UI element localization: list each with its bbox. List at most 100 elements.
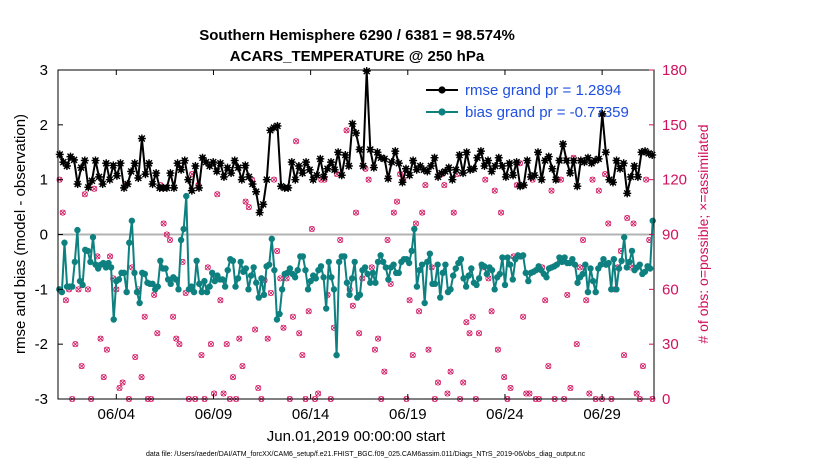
assimilated-obs-marker [290, 314, 296, 320]
assimilated-obs-stroke [558, 176, 564, 183]
bias-data-point [317, 263, 325, 270]
possible-obs-marker [204, 264, 211, 271]
assimilated-obs-stroke [176, 341, 183, 347]
rmse-point-ray [366, 146, 374, 154]
bias-data-point [369, 269, 377, 277]
rmse-point-ray [338, 171, 346, 179]
bias-data-point [221, 283, 229, 290]
rmse-data-point [366, 145, 375, 154]
legend-rmse-marker [438, 86, 446, 94]
assimilated-obs-stroke [214, 191, 220, 197]
rmse-data-point [355, 145, 364, 154]
legend-rmse-label: rmse grand pr = 1.2894 [465, 82, 621, 99]
bias-series-line [58, 195, 654, 357]
assimilated-obs-marker [160, 220, 167, 227]
rmse-data-point [62, 161, 71, 170]
rmse-point-ray [152, 169, 160, 177]
assimilated-obs-stroke [173, 336, 179, 342]
possible-obs-marker [160, 220, 167, 227]
assimilated-obs-stroke [252, 326, 258, 333]
assimilated-obs-stroke [624, 215, 630, 221]
bias-data-point [462, 283, 470, 290]
assimilated-obs-stroke [356, 330, 362, 336]
rmse-data-point [169, 183, 178, 192]
bias-data-point [628, 247, 636, 255]
bias-data-point [196, 280, 203, 288]
bias-data-point [58, 288, 66, 296]
assimilated-obs-stroke [577, 264, 583, 271]
rmse-data-point [130, 159, 139, 168]
assimilated-obs-marker [97, 336, 104, 342]
rmse-data-point [55, 150, 64, 159]
rmse-data-point [344, 161, 353, 170]
assimilated-obs-marker [564, 292, 570, 298]
assimilated-obs-stroke [498, 209, 504, 216]
assimilated-obs-stroke [469, 314, 476, 320]
bias-data-point [188, 283, 195, 290]
possible-obs-marker [170, 313, 177, 320]
assimilated-obs-stroke [419, 209, 425, 216]
possible-obs-marker [211, 390, 218, 397]
rmse-point-ray [502, 173, 510, 181]
bias-data-point [115, 276, 123, 283]
bias-data-point [162, 265, 169, 272]
rmse-data-point [505, 159, 514, 168]
possible-obs-marker [166, 236, 173, 243]
x-tick-label: 06/24 [486, 406, 524, 423]
assimilated-obs-stroke [198, 352, 205, 358]
assimilated-obs-marker [271, 176, 277, 183]
rmse-data-point [327, 158, 336, 167]
assimilated-obs-stroke [337, 237, 343, 243]
assimilated-obs-marker [293, 138, 299, 144]
rmse-point-ray [456, 151, 463, 159]
rmse-point-ray [249, 180, 256, 188]
possible-obs-marker [450, 209, 457, 216]
rmse-data-point [152, 169, 161, 178]
assimilated-obs-marker [315, 390, 321, 397]
assimilated-obs-marker [633, 390, 640, 397]
rmse-data-point [227, 169, 236, 178]
possible-obs-marker [81, 191, 88, 198]
assimilated-obs-marker [353, 209, 359, 216]
bias-data-point [126, 239, 133, 246]
rmse-data-point [127, 167, 136, 176]
assimilated-obs-stroke [119, 379, 126, 386]
rmse-point-ray [627, 173, 635, 181]
assimilated-obs-stroke [296, 330, 302, 336]
bias-data-point [426, 250, 434, 257]
assimilated-obs-stroke [495, 346, 501, 353]
rmse-data-point [148, 180, 157, 189]
assimilated-obs-stroke [151, 292, 157, 298]
bias-data-point [286, 265, 294, 272]
assimilated-obs-marker [394, 198, 400, 205]
rmse-data-point [369, 163, 378, 172]
bias-data-point [413, 283, 421, 290]
bias-data-point [605, 259, 612, 267]
assimilated-obs-marker [589, 176, 596, 183]
assimilated-obs-stroke [574, 341, 580, 347]
rmse-point-ray [605, 176, 613, 184]
rmse-point-ray [491, 162, 499, 170]
assimilated-obs-marker [507, 385, 514, 391]
rmse-point-ray [498, 162, 506, 170]
bias-data-point [553, 261, 561, 268]
possible-obs-marker [91, 185, 98, 192]
possible-obs-marker [293, 138, 300, 145]
rmse-point-ray [102, 159, 110, 167]
possible-obs-marker [463, 319, 470, 326]
rmse-data-point [409, 156, 418, 165]
rmse-point-ray [334, 148, 342, 156]
possible-obs-marker [299, 352, 306, 359]
possible-obs-marker [434, 379, 441, 386]
assimilated-obs-stroke [350, 303, 356, 309]
bias-data-point [615, 265, 623, 272]
assimilated-obs-marker [173, 336, 179, 342]
rmse-point-ray [320, 173, 328, 181]
bias-data-point [177, 236, 185, 244]
bias-data-point [421, 299, 428, 307]
rmse-point-ray [602, 148, 610, 156]
rmse-point-ray [395, 159, 403, 167]
rmse-data-point [84, 183, 93, 192]
rmse-point-ray [620, 159, 628, 167]
assimilated-obs-marker [154, 330, 161, 336]
